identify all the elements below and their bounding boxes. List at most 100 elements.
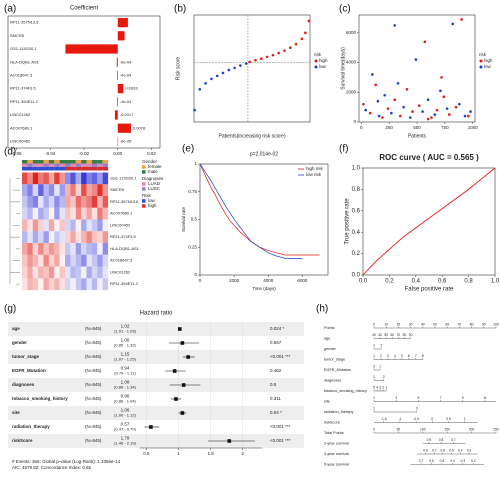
- heat-cell: [86, 196, 92, 208]
- heat-cell: [54, 184, 60, 197]
- heat-cell: [70, 254, 76, 267]
- category-label: GS1-115G20.1: [10, 46, 37, 51]
- heat-cell: [54, 172, 60, 185]
- row-p: 0.024 *: [270, 326, 285, 331]
- legend-label: high risk: [306, 166, 324, 171]
- row-band: [8, 350, 304, 364]
- annotation-cell: [65, 163, 71, 167]
- y-tick-label: 1.0: [352, 166, 361, 172]
- x-tick-label: 2000: [229, 278, 240, 283]
- heat-cell: [97, 243, 103, 255]
- annotation-cell: [97, 160, 103, 164]
- heat-cell: [91, 196, 98, 208]
- category-label: RP11-394E11.2: [10, 99, 39, 104]
- tick-label: 90: [482, 322, 486, 326]
- series-line: [199, 163, 320, 256]
- heat-cell: [59, 266, 66, 279]
- bar: [117, 70, 118, 81]
- category-label: LINC01262: [10, 112, 31, 117]
- legend-label: high: [319, 58, 328, 63]
- annotation-cell: [48, 163, 55, 167]
- heat-cell: [86, 278, 92, 291]
- annotation-cell: [59, 167, 66, 171]
- point: [376, 99, 380, 103]
- heat-cell: [75, 196, 82, 208]
- point: [307, 19, 311, 23]
- row-ci: (0.85 - 1.32): [114, 343, 136, 348]
- heat-cell: [59, 278, 66, 291]
- row-name: tumor_stage: [324, 358, 345, 362]
- row-ci: (1.00 - 1.12): [114, 413, 136, 418]
- tick-label: 70: [458, 322, 462, 326]
- point: [439, 89, 442, 93]
- tick-label: 100: [420, 427, 426, 431]
- x-tick-label: 0.4: [412, 279, 421, 285]
- y-tick-label: 0.4: [352, 230, 361, 236]
- heat-cell: [43, 231, 49, 244]
- annotation-cell: [91, 160, 98, 164]
- heat-cell: [22, 207, 28, 220]
- annotation-cell: [81, 163, 87, 167]
- x-tick-label: 1000: [468, 125, 479, 130]
- row-band: [8, 322, 304, 336]
- row-name: radiation_therapy: [12, 424, 50, 429]
- heat-cell: [22, 254, 28, 267]
- row-label: RP11-357N13.6: [110, 199, 139, 204]
- row-n: (N=945): [85, 382, 102, 387]
- point: [463, 114, 467, 118]
- point: [454, 105, 458, 109]
- row-name: diagnoses: [324, 379, 341, 383]
- heat-cell: [48, 172, 55, 185]
- x-axis-title: Patients(increasing risk score): [219, 133, 286, 139]
- annotation-cell: [54, 160, 60, 164]
- point: [423, 40, 427, 44]
- x-tick-label: 1.5: [207, 451, 214, 456]
- heat-cell: [81, 219, 87, 232]
- heat-cell: [48, 184, 55, 197]
- heat-cell: [43, 207, 49, 220]
- panel-label: (c): [339, 4, 351, 15]
- row-label: RP11-394E11.2: [110, 281, 139, 286]
- row-name: site: [324, 400, 330, 404]
- y-tick-label: 0.25: [188, 244, 197, 249]
- tick-label: 200: [469, 427, 475, 431]
- point: [451, 22, 454, 26]
- bar: [117, 97, 118, 107]
- tick-label: 1: [373, 406, 375, 410]
- legend-label: low: [484, 64, 492, 69]
- tick-label: 1: [373, 354, 375, 358]
- point: [193, 108, 196, 112]
- annotation-cell: [48, 160, 55, 164]
- point: [405, 88, 409, 91]
- annotation-cell: [102, 167, 109, 171]
- heat-cell: [48, 207, 55, 220]
- heat-cell: [65, 172, 71, 185]
- heat-cell: [54, 207, 60, 220]
- hr-point: [186, 355, 190, 359]
- panel-label: (b): [174, 4, 186, 15]
- heat-cell: [75, 243, 82, 255]
- heat-cell: [43, 278, 49, 291]
- x-tick-label: 0: [199, 278, 202, 283]
- annotation-cell: [22, 163, 28, 167]
- heat-cell: [54, 231, 60, 244]
- heat-cell: [38, 254, 44, 267]
- annotation-cell: [22, 167, 28, 171]
- heat-cell: [22, 196, 28, 208]
- annotation-cell: [86, 160, 92, 164]
- bar: [114, 110, 118, 120]
- tick-label: 2: [373, 364, 375, 368]
- row-ci: (1.01 - 1.03): [114, 329, 136, 334]
- heat-cell: [81, 196, 87, 208]
- y-tick-label: 1: [194, 161, 197, 166]
- annotation-cell: [43, 167, 49, 171]
- heat-cell: [102, 172, 109, 185]
- hr-point: [227, 439, 232, 443]
- point: [221, 71, 225, 75]
- heat-cell: [86, 231, 92, 244]
- heat-cell: [86, 243, 92, 255]
- heat-cell: [65, 184, 71, 197]
- row-band: [8, 378, 304, 392]
- bar: [116, 57, 118, 67]
